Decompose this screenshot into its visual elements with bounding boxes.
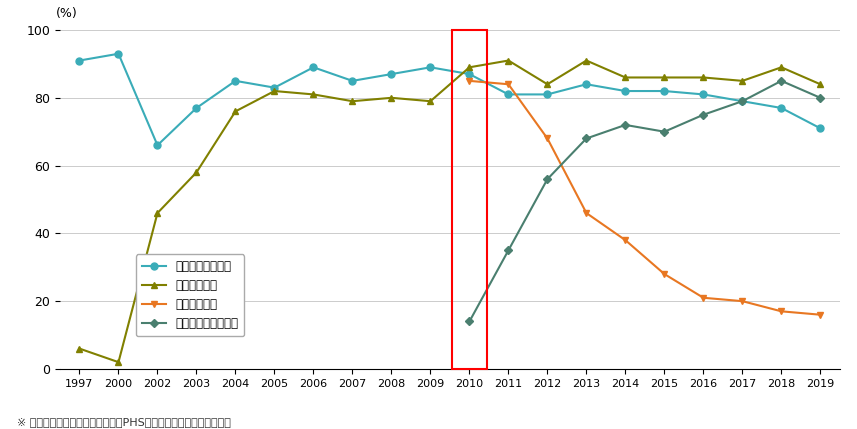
Text: (%): (%) <box>56 7 78 20</box>
パソコン（自宅） <box>815 126 825 131</box>
うちスマートフォン <box>542 177 553 182</box>
モバイル端末 <box>581 58 591 63</box>
うちスマートフォン <box>698 112 709 117</box>
Text: ※ モバイル端末とは、携帯電話、PHS及びスマートフォンを指す。: ※ モバイル端末とは、携帯電話、PHS及びスマートフォンを指す。 <box>17 417 231 427</box>
モバイル端末 <box>815 82 825 87</box>
うち携帯電話 <box>659 272 669 277</box>
パソコン（自宅） <box>503 92 513 97</box>
Line: パソコン（自宅）: パソコン（自宅） <box>76 50 824 149</box>
パソコン（自宅） <box>153 143 163 148</box>
パソコン（自宅） <box>737 99 747 104</box>
パソコン（自宅） <box>425 65 435 70</box>
Legend: パソコン（自宅）, モバイル端末, うち携帯電話, うちスマートフォン: パソコン（自宅）, モバイル端末, うち携帯電話, うちスマートフォン <box>136 254 244 336</box>
モバイル端末 <box>620 75 631 80</box>
モバイル端末 <box>347 99 357 104</box>
うちスマートフォン <box>659 129 669 134</box>
うちスマートフォン <box>815 95 825 100</box>
パソコン（自宅） <box>231 78 241 83</box>
うち携帯電話 <box>815 312 825 317</box>
Line: うちスマートフォン: うちスマートフォン <box>467 78 823 324</box>
うちスマートフォン <box>503 248 513 253</box>
モバイル端末 <box>75 346 85 351</box>
パソコン（自宅） <box>464 72 475 77</box>
パソコン（自宅） <box>698 92 709 97</box>
モバイル端末 <box>503 58 513 63</box>
うち携帯電話 <box>737 299 747 304</box>
うち携帯電話 <box>620 238 631 243</box>
パソコン（自宅） <box>776 106 787 111</box>
パソコン（自宅） <box>659 88 669 94</box>
Line: モバイル端末: モバイル端末 <box>76 57 824 366</box>
モバイル端末 <box>153 211 163 216</box>
パソコン（自宅） <box>75 58 85 63</box>
モバイル端末 <box>542 82 553 87</box>
パソコン（自宅） <box>581 82 591 87</box>
パソコン（自宅） <box>269 85 279 90</box>
うち携帯電話 <box>776 309 787 314</box>
うち携帯電話 <box>581 211 591 216</box>
うち携帯電話 <box>698 295 709 300</box>
うちスマートフォン <box>620 122 631 127</box>
うちスマートフォン <box>581 136 591 141</box>
パソコン（自宅） <box>113 51 123 56</box>
Bar <box>452 30 487 369</box>
モバイル端末 <box>269 88 279 94</box>
モバイル端末 <box>425 99 435 104</box>
モバイル端末 <box>309 92 319 97</box>
パソコン（自宅） <box>347 78 357 83</box>
モバイル端末 <box>659 75 669 80</box>
パソコン（自宅） <box>309 65 319 70</box>
モバイル端末 <box>231 109 241 114</box>
モバイル端末 <box>464 65 475 70</box>
うち携帯電話 <box>503 82 513 87</box>
パソコン（自宅） <box>542 92 553 97</box>
パソコン（自宅） <box>387 72 397 77</box>
モバイル端末 <box>113 360 123 365</box>
うちスマートフォン <box>737 99 747 104</box>
パソコン（自宅） <box>620 88 631 94</box>
うちスマートフォン <box>776 78 787 83</box>
モバイル端末 <box>698 75 709 80</box>
モバイル端末 <box>737 78 747 83</box>
モバイル端末 <box>387 95 397 100</box>
パソコン（自宅） <box>191 106 201 111</box>
うちスマートフォン <box>464 319 475 324</box>
Line: うち携帯電話: うち携帯電話 <box>466 77 824 318</box>
モバイル端末 <box>776 65 787 70</box>
うち携帯電話 <box>542 136 553 141</box>
モバイル端末 <box>191 170 201 175</box>
うち携帯電話 <box>464 78 475 83</box>
